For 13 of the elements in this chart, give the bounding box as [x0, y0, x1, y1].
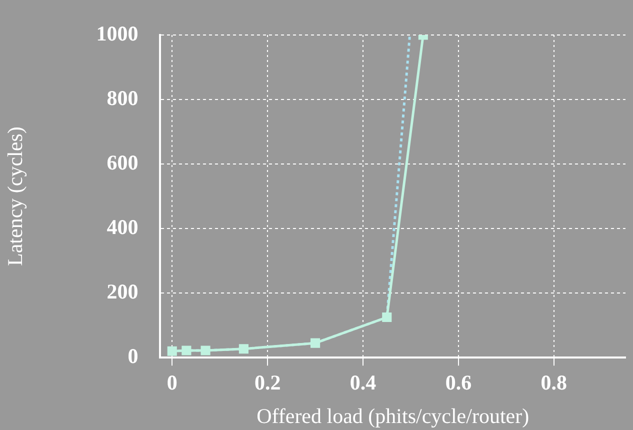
y-tick-label: 800 [106, 86, 138, 110]
x-tick-label: 0.6 [445, 370, 472, 395]
x-tick-label: 0.8 [540, 370, 568, 395]
x-tick-label: 0.4 [350, 370, 377, 395]
y-tick-label: 600 [106, 150, 138, 174]
y-tick-label: 0 [128, 344, 138, 368]
x-tick-label: 0 [166, 370, 178, 395]
y-axis-title: Latency (cycles) [3, 126, 28, 266]
y-tick-label: 200 [106, 280, 138, 304]
y-tick-label: 1000 [96, 21, 138, 46]
y-tick-label: 400 [106, 214, 138, 239]
x-axis-title: Offered load (phits/cycle/router) [256, 404, 530, 428]
x-tick-label: 0.2 [254, 370, 281, 395]
